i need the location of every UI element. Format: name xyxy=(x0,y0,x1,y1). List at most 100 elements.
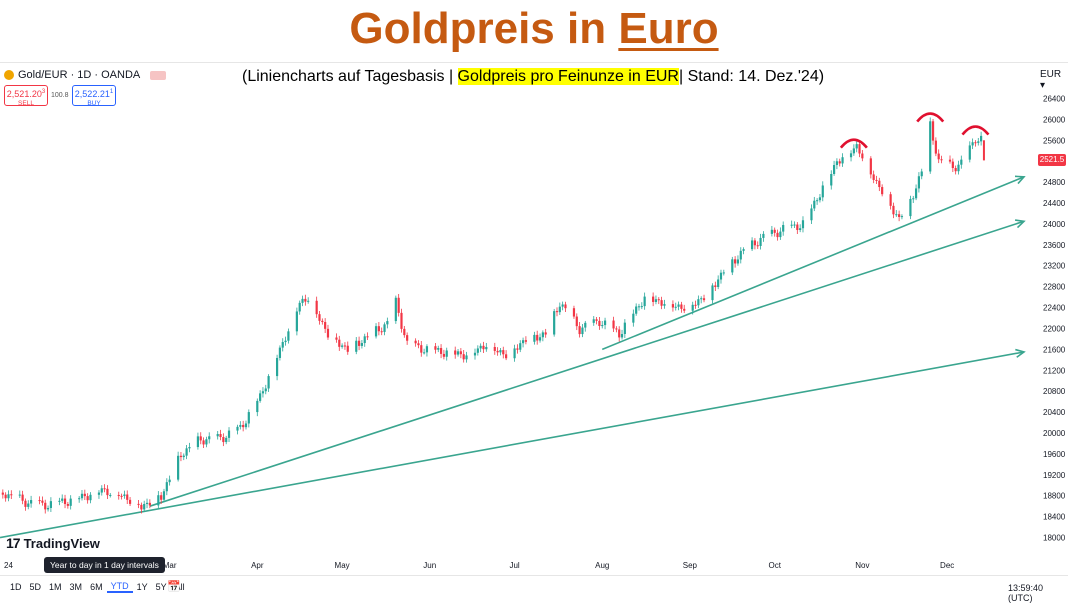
candle-body xyxy=(439,348,443,354)
candle-body xyxy=(912,198,915,200)
buy-price: 2,522.21 xyxy=(74,89,110,99)
candle-body xyxy=(326,328,330,338)
candle-body xyxy=(236,426,239,431)
candle-body xyxy=(502,350,505,355)
candle-body xyxy=(106,488,109,496)
candle-body xyxy=(881,187,884,195)
candle-body xyxy=(977,141,980,143)
range-button-3m[interactable]: 3M xyxy=(69,582,83,592)
candle-body xyxy=(267,376,270,389)
symbol-bar[interactable]: Gold/EUR · 1D · OANDA xyxy=(4,69,167,81)
candle-body xyxy=(227,430,231,438)
candle-body xyxy=(519,343,522,350)
last-price-tag: 2521.5 xyxy=(1038,154,1066,166)
candle-body xyxy=(553,311,556,335)
calendar-icon[interactable]: 📅 xyxy=(167,581,181,593)
candle-body xyxy=(225,437,228,443)
candle-body xyxy=(338,339,341,347)
candle-body xyxy=(858,144,861,154)
candle-body xyxy=(295,311,298,332)
y-tick-label: 20400 xyxy=(1043,408,1066,417)
candle-body xyxy=(917,176,921,189)
buy-button[interactable]: 2,522.211 BUY xyxy=(72,85,116,107)
trendline-arrowhead xyxy=(1014,175,1026,185)
range-button-1y[interactable]: 1Y xyxy=(136,582,148,592)
candle-body xyxy=(242,424,245,428)
candle-body xyxy=(592,319,595,323)
candle-body xyxy=(61,498,64,501)
candle-body xyxy=(355,340,358,352)
candle-body xyxy=(900,216,904,218)
y-tick-label: 21600 xyxy=(1043,345,1066,354)
candle-body xyxy=(578,326,581,335)
candle-body xyxy=(442,353,446,357)
candle-body xyxy=(103,488,106,490)
candle-body xyxy=(97,492,101,495)
range-button-5d[interactable]: 5D xyxy=(29,582,42,592)
candle-body xyxy=(21,494,24,501)
range-button-6m[interactable]: 6M xyxy=(90,582,103,592)
candle-body xyxy=(380,331,383,333)
candle-body xyxy=(275,357,279,377)
candle-body xyxy=(83,493,86,497)
candle-body xyxy=(971,142,974,146)
candle-body xyxy=(878,180,881,188)
candle-body xyxy=(216,434,219,437)
tradingview-text: TradingView xyxy=(23,535,100,551)
candle-body xyxy=(680,304,683,309)
y-tick-label: 18400 xyxy=(1043,513,1066,522)
candle-body xyxy=(179,455,183,458)
candle-body xyxy=(711,285,714,301)
resistance-arc xyxy=(916,112,945,123)
candle-body xyxy=(199,436,202,441)
candle-body xyxy=(205,439,208,445)
candle-body xyxy=(719,272,723,280)
candle-body xyxy=(736,259,740,264)
candle-body xyxy=(674,306,677,308)
y-tick-label: 18000 xyxy=(1043,534,1066,543)
candle-body xyxy=(575,316,578,327)
candle-body xyxy=(948,159,952,162)
candle-body xyxy=(160,495,163,500)
candle-body xyxy=(377,326,380,332)
bottom-divider xyxy=(0,575,1068,576)
range-button-1m[interactable]: 1M xyxy=(49,582,62,592)
page-title-prefix: Goldpreis in xyxy=(349,4,607,53)
y-tick-label: 22000 xyxy=(1043,324,1066,333)
candle-body xyxy=(533,334,536,342)
x-tick-label: Aug xyxy=(595,561,609,570)
currency-label: EUR xyxy=(1040,69,1062,80)
candle-body xyxy=(219,434,222,438)
candle-body xyxy=(281,342,284,348)
range-button-all[interactable]: All xyxy=(174,582,185,592)
candle-body xyxy=(239,424,242,427)
candle-body xyxy=(137,503,140,505)
candle-body xyxy=(620,333,624,338)
chart-frame xyxy=(0,62,1068,601)
candle-body xyxy=(315,300,318,315)
range-button-5y[interactable]: 5Y xyxy=(155,582,167,592)
candle-body xyxy=(544,332,547,335)
candle-body xyxy=(456,351,460,355)
candle-body xyxy=(855,144,858,149)
sell-button[interactable]: 2,521.203 SELL xyxy=(4,85,48,107)
symbol-label[interactable]: Gold/EUR · 1D · OANDA xyxy=(18,69,141,81)
candle-body xyxy=(445,350,448,357)
candle-body xyxy=(473,352,477,356)
currency-selector[interactable]: EUR ▾ xyxy=(1040,69,1062,91)
trendline-arrowhead xyxy=(1015,348,1026,358)
candle-body xyxy=(18,494,21,496)
candle-body xyxy=(793,224,796,226)
candle-body xyxy=(734,259,737,264)
candle-body xyxy=(414,340,417,344)
candle-body xyxy=(357,340,361,346)
candle-body xyxy=(437,348,440,350)
candle-body xyxy=(957,164,960,172)
more-options-icon[interactable] xyxy=(150,70,167,80)
candle-body xyxy=(247,412,250,424)
range-button-ytd[interactable]: YTD xyxy=(106,581,133,593)
tradingview-logo[interactable]: 17 TradingView xyxy=(6,535,100,551)
range-button-1d[interactable]: 1D xyxy=(10,582,22,592)
candle-body xyxy=(849,153,853,158)
